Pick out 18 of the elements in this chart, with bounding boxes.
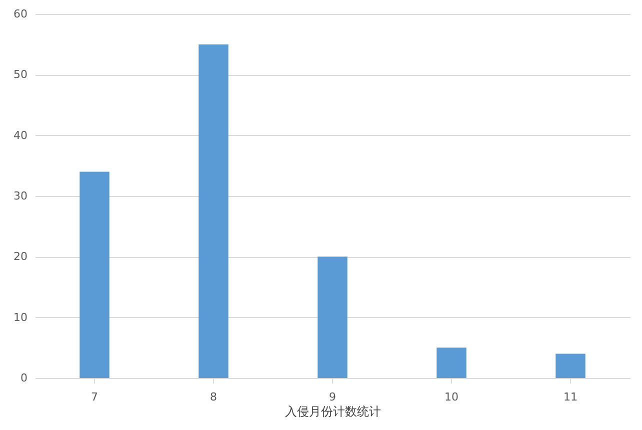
bar [80, 172, 110, 378]
x-tick-label: 7 [91, 390, 98, 404]
bar [436, 348, 466, 378]
x-tick-label: 10 [444, 390, 458, 404]
bar [318, 256, 348, 378]
y-tick-label: 60 [14, 8, 28, 20]
x-tick-label: 11 [564, 390, 578, 404]
x-tick-label: 8 [210, 390, 217, 404]
x-axis-title: 入侵月份计数统计 [285, 404, 381, 418]
y-tick-label: 40 [14, 128, 28, 142]
y-tick-label: 50 [14, 68, 28, 82]
x-tick-label: 9 [329, 390, 336, 404]
bar [198, 44, 228, 378]
y-tick-label: 0 [20, 372, 28, 384]
y-tick-label: 20 [14, 250, 28, 264]
y-tick-label: 30 [14, 190, 28, 202]
y-tick-label: 10 [14, 310, 28, 324]
bar [556, 354, 586, 378]
